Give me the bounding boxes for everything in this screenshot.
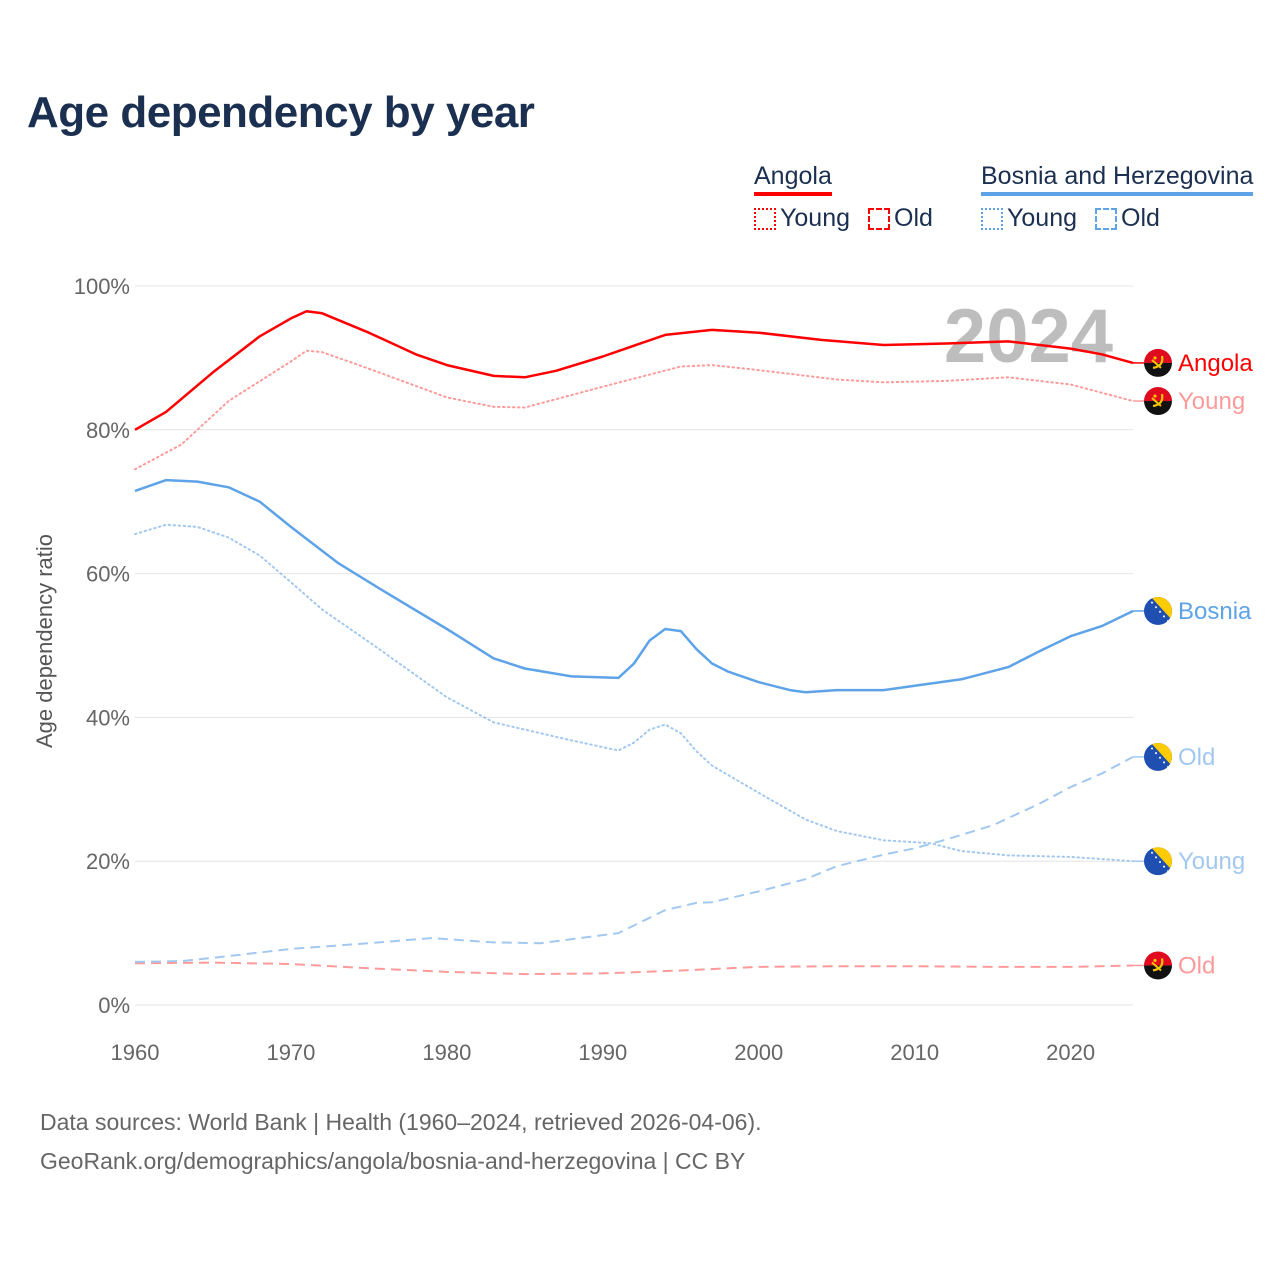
bosnia-flag-icon [1144,847,1172,876]
series-line-bosnia-young [134,523,1134,863]
x-tick-label: 1970 [266,1040,315,1065]
legend-label: Young [1007,204,1077,232]
legend-bosnia[interactable]: Bosnia and Herzegovina Young Old [981,162,1254,233]
dashed-swatch-icon [868,207,890,230]
series-line-bosnia-old [134,756,1134,963]
angola-flag-icon [1144,387,1172,416]
footer-link[interactable]: GeoRank.org/demographics/angola/bosnia-a… [40,1148,746,1174]
y-tick-label: 60% [86,562,130,587]
bosnia-flag-icon [1144,742,1172,771]
y-tick-label: 40% [86,705,130,730]
legend-label: Young [780,204,850,232]
legend-bosnia-name: Bosnia and Herzegovina [981,162,1254,196]
dashed-swatch-icon [1095,207,1117,230]
y-tick-label: 100% [74,274,130,299]
end-label-bosnia-young: Young [1178,848,1245,875]
legend-label: Old [894,204,933,232]
y-tick-label: 0% [98,993,130,1018]
x-tick-label: 2010 [890,1040,939,1065]
legend-angola[interactable]: Angola Young Old [754,162,933,233]
x-tick-label: 2020 [1046,1040,1095,1065]
series-line-bosnia [134,478,1134,694]
end-label-angola-old: Old [1178,952,1215,979]
y-tick-label: 80% [86,418,130,443]
legend-bosnia-old[interactable]: Old [1095,204,1160,233]
x-tick-label: 1990 [578,1040,627,1065]
end-label-bosnia-old: Old [1178,744,1215,771]
bosnia-flag-icon [1144,596,1172,625]
chart-title: Age dependency by year [27,88,535,137]
dotted-swatch-icon [754,207,776,230]
y-tick-label: 20% [86,849,130,874]
legend-label: Old [1121,204,1160,232]
series-line-angola-young [134,349,1134,471]
x-tick-label: 1960 [111,1040,160,1065]
x-tick-label: 2000 [734,1040,783,1065]
end-label-angola-young: Young [1178,388,1245,415]
series-line-angola-old [134,961,1134,976]
series-line-angola [134,309,1134,431]
year-watermark: 2024 [944,294,1113,379]
y-axis-label: Age dependency ratio [32,534,57,748]
end-label-bosnia: Bosnia [1178,598,1252,625]
angola-flag-icon [1144,951,1172,980]
angola-flag-icon [1144,348,1172,377]
footer-sources: Data sources: World Bank | Health (1960–… [40,1109,762,1135]
legend-angola-old[interactable]: Old [868,204,933,233]
legend-bosnia-young[interactable]: Young [981,204,1077,233]
x-tick-label: 1980 [422,1040,471,1065]
end-label-angola: Angola [1178,350,1253,377]
legend-angola-young[interactable]: Young [754,204,850,233]
dotted-swatch-icon [981,207,1003,230]
legend-angola-name: Angola [754,162,832,196]
